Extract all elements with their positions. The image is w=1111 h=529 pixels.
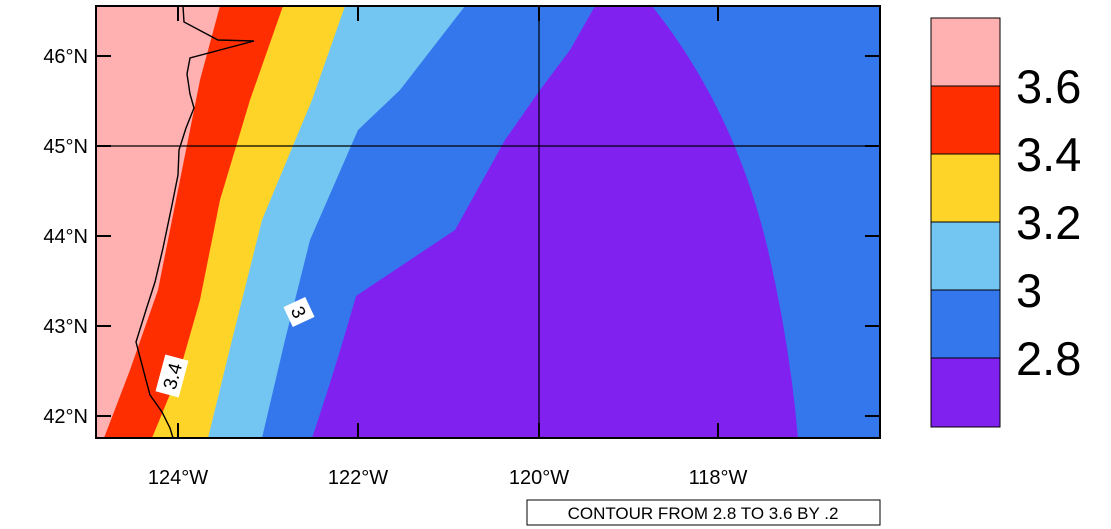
legend-box-3-2-to-3-4 xyxy=(930,153,1001,223)
legend-label-3-4: 3.4 xyxy=(1016,128,1081,181)
legend-box-3-4-to-3-6 xyxy=(930,85,1001,155)
map-frame xyxy=(95,5,881,439)
y-label-43n: 43°N xyxy=(43,316,88,338)
y-label-45n: 45°N xyxy=(43,136,88,158)
legend-label-3: 3 xyxy=(1016,264,1042,317)
legend-label-2-8: 2.8 xyxy=(1016,332,1081,385)
x-axis: 124°W 122°W 120°W 118°W xyxy=(148,6,748,489)
y-label-46n: 46°N xyxy=(43,46,88,68)
y-label-42n: 42°N xyxy=(43,406,88,428)
x-label-122w: 122°W xyxy=(328,467,388,489)
legend-label-3-6: 3.6 xyxy=(1016,60,1081,113)
contour-label-3: 3 xyxy=(283,296,315,328)
contour-info-text: CONTOUR FROM 2.8 TO 3.6 BY .2 xyxy=(568,504,839,523)
x-label-124w: 124°W xyxy=(148,467,208,489)
coastline xyxy=(135,6,255,438)
band-below-2-8 xyxy=(312,6,798,438)
x-label-120w: 120°W xyxy=(509,467,569,489)
x-label-118w: 118°W xyxy=(689,467,748,489)
y-axis: 46°N 45°N 44°N 43°N 42°N xyxy=(43,46,880,428)
legend: 3.6 3.4 3.2 3 2.8 xyxy=(930,17,1081,428)
contour-info-label: CONTOUR FROM 2.8 TO 3.6 BY .2 xyxy=(526,499,881,526)
legend-box-below-2-8 xyxy=(930,357,1001,428)
legend-box-2-8-to-3-0 xyxy=(930,289,1001,359)
legend-box-3-0-to-3-2 xyxy=(930,221,1001,291)
contour-label-3-4: 3.4 xyxy=(155,354,189,398)
legend-label-3-2: 3.2 xyxy=(1016,196,1081,249)
y-label-44n: 44°N xyxy=(43,226,88,248)
legend-box-above-3-6 xyxy=(930,17,1001,87)
map-plot-area: 3.4 3 xyxy=(96,6,880,438)
